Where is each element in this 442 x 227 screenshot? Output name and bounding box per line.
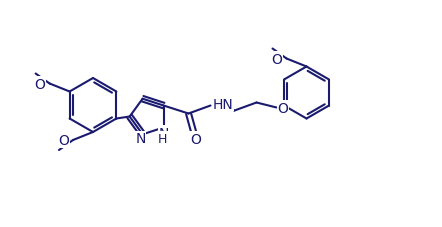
Text: O: O xyxy=(190,132,201,146)
Text: N: N xyxy=(158,126,169,140)
Text: N: N xyxy=(135,132,146,146)
Text: O: O xyxy=(58,133,69,147)
Text: O: O xyxy=(35,77,46,91)
Text: O: O xyxy=(272,52,282,66)
Text: HN: HN xyxy=(213,97,233,111)
Text: H: H xyxy=(158,132,167,145)
Text: O: O xyxy=(278,101,288,115)
